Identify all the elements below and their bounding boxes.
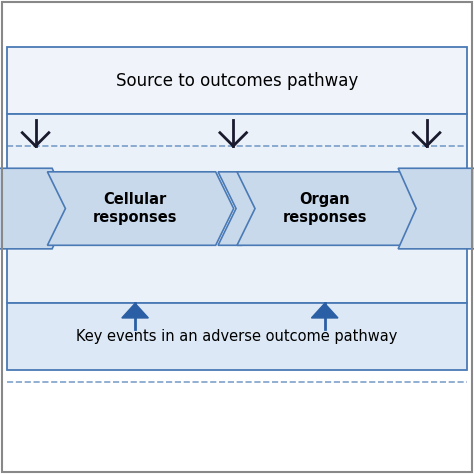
Text: Cellular
responses: Cellular responses <box>93 192 177 225</box>
FancyBboxPatch shape <box>7 47 467 114</box>
Polygon shape <box>398 168 474 249</box>
Polygon shape <box>218 172 260 246</box>
Polygon shape <box>311 303 338 318</box>
Polygon shape <box>237 172 421 246</box>
Polygon shape <box>0 168 70 249</box>
Text: Key events in an adverse outcome pathway: Key events in an adverse outcome pathway <box>76 329 398 344</box>
Text: Source to outcomes pathway: Source to outcomes pathway <box>116 72 358 90</box>
FancyBboxPatch shape <box>7 303 467 370</box>
FancyBboxPatch shape <box>7 114 467 303</box>
Polygon shape <box>47 172 234 246</box>
Text: Organ
responses: Organ responses <box>283 192 367 225</box>
Polygon shape <box>122 303 148 318</box>
